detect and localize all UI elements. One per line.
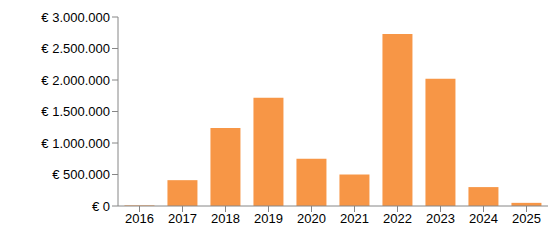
svg-text:€ 2.500.000: € 2.500.000 bbox=[41, 41, 110, 56]
svg-text:€ 0: € 0 bbox=[92, 199, 110, 214]
svg-text:€ 1.500.000: € 1.500.000 bbox=[41, 104, 110, 119]
svg-text:2016: 2016 bbox=[125, 211, 154, 226]
svg-text:€ 500.000: € 500.000 bbox=[52, 167, 110, 182]
svg-text:2023: 2023 bbox=[426, 211, 455, 226]
svg-text:2019: 2019 bbox=[254, 211, 283, 226]
svg-text:€ 3.000.000: € 3.000.000 bbox=[41, 10, 110, 25]
svg-text:2020: 2020 bbox=[297, 211, 326, 226]
svg-text:2024: 2024 bbox=[469, 211, 498, 226]
svg-text:2021: 2021 bbox=[340, 211, 369, 226]
svg-text:2022: 2022 bbox=[383, 211, 412, 226]
svg-text:2018: 2018 bbox=[211, 211, 240, 226]
svg-text:€ 1.000.000: € 1.000.000 bbox=[41, 136, 110, 151]
svg-text:2025: 2025 bbox=[512, 211, 541, 226]
svg-text:€ 2.000.000: € 2.000.000 bbox=[41, 73, 110, 88]
svg-text:2017: 2017 bbox=[168, 211, 197, 226]
